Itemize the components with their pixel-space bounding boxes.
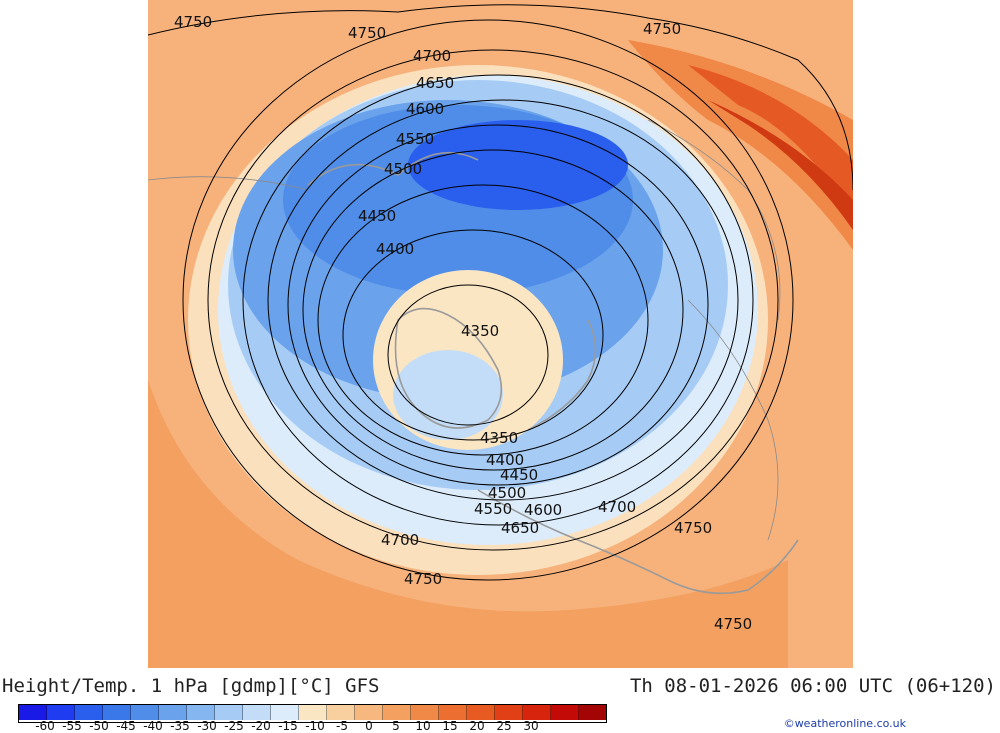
coastline-greenland — [394, 307, 503, 429]
coastline-asia — [307, 152, 479, 186]
legend-tick-label: 25 — [496, 719, 512, 733]
legend-swatch — [271, 705, 299, 720]
warm-band-south — [148, 380, 788, 668]
contour-4550 — [287, 124, 709, 486]
legend-swatch — [467, 705, 495, 720]
contour-label: 4400 — [376, 240, 414, 258]
legend-tick-label: -20 — [251, 719, 271, 733]
legend-tick-label: -35 — [170, 719, 190, 733]
legend-tick-label: -40 — [143, 719, 163, 733]
legend-tick-label: -5 — [336, 719, 348, 733]
legend-tick-label: -25 — [224, 719, 244, 733]
legend-swatch — [131, 705, 159, 720]
contour-4750-north — [148, 4, 853, 191]
legend-tick-label: -15 — [278, 719, 298, 733]
contour-label: 4600 — [524, 501, 562, 519]
contour-label: 4750 — [348, 24, 386, 42]
legend-swatch — [75, 705, 103, 720]
contour-4500 — [302, 149, 684, 471]
contour-4400 — [342, 229, 604, 441]
contour-label: 4750 — [643, 20, 681, 38]
contour-label: 4750 — [674, 519, 712, 537]
contour-label: 4550 — [396, 130, 434, 148]
contour-label: 4500 — [384, 160, 422, 178]
contour-label: 4400 — [486, 451, 524, 469]
site-credit: ©weatheronline.co.uk — [783, 717, 906, 730]
legend-tick-label: -55 — [62, 719, 82, 733]
contour-labels: 4750 4750 4750 4700 4650 4600 4550 4500 … — [174, 13, 752, 633]
contour-label: 4500 — [488, 484, 526, 502]
legend-swatch — [411, 705, 439, 720]
legend-swatch — [495, 705, 523, 720]
cold-core — [408, 120, 628, 210]
contour-label: 4450 — [500, 466, 538, 484]
legend-swatch — [215, 705, 243, 720]
legend-swatch — [383, 705, 411, 720]
legend-swatch — [19, 705, 47, 720]
legend-tick-label: -50 — [89, 719, 109, 733]
contour-4750 — [182, 19, 794, 581]
hot-band-east — [688, 65, 853, 215]
legend-swatch — [187, 705, 215, 720]
legend-swatch — [47, 705, 75, 720]
legend-tick-label: 30 — [523, 719, 539, 733]
legend-tick-label: 0 — [365, 719, 373, 733]
contour-label: 4700 — [598, 498, 636, 516]
legend-swatch — [551, 705, 579, 720]
border-line-3 — [148, 176, 309, 191]
caption-bar: Height/Temp. 1 hPa [gdmp][°C] GFS Th 08-… — [0, 675, 1000, 703]
map-svg: 4750 4750 4750 4700 4650 4600 4550 4500 … — [148, 0, 853, 668]
contour-label: 4700 — [381, 531, 419, 549]
contour-label: 4650 — [416, 74, 454, 92]
coastline-arctic — [527, 319, 597, 431]
contour-4350 — [387, 284, 549, 426]
legend-swatch — [355, 705, 383, 720]
legend-swatch — [159, 705, 187, 720]
contour-4600 — [267, 99, 739, 501]
contour-4450 — [317, 184, 649, 456]
legend-swatch — [103, 705, 131, 720]
contour-label: 4600 — [406, 100, 444, 118]
legend-tick-label: -45 — [116, 719, 136, 733]
legend-swatch — [579, 705, 606, 720]
legend-swatch — [439, 705, 467, 720]
coastline-europe — [477, 489, 799, 595]
height-contours — [148, 4, 853, 581]
legend-tick-label: -30 — [197, 719, 217, 733]
legend-tick-label: 10 — [415, 719, 431, 733]
legend-swatch — [243, 705, 271, 720]
contour-label: 4350 — [461, 322, 499, 340]
contour-label: 4750 — [174, 13, 212, 31]
contour-label: 4750 — [404, 570, 442, 588]
warm-band-east — [628, 40, 853, 250]
valid-time: Th 08-01-2026 06:00 UTC (06+120) — [629, 675, 996, 697]
contour-label: 4450 — [358, 207, 396, 225]
contour-4700 — [207, 49, 779, 551]
legend-ticks: -60 -55 -50 -45 -40 -35 -30 -25 -20 -15 -10 -5 0 5 10 1… — [18, 719, 578, 733]
contour-4650 — [242, 74, 754, 526]
legend-tick-label: -60 — [35, 719, 55, 733]
contour-label: 4700 — [413, 47, 451, 65]
legend-swatch — [523, 705, 551, 720]
contour-label: 4550 — [474, 500, 512, 518]
pole-cool-spot — [393, 350, 503, 440]
contour-label: 4350 — [480, 429, 518, 447]
border-line-2 — [687, 299, 779, 541]
legend-tick-label: 15 — [442, 719, 458, 733]
legend-tick-label: 5 — [392, 719, 400, 733]
contour-label: 4650 — [501, 519, 539, 537]
map-title: Height/Temp. 1 hPa [gdmp][°C] GFS — [2, 675, 380, 697]
color-legend — [18, 704, 607, 723]
contour-label: 4750 — [714, 615, 752, 633]
weather-map: 4750 4750 4750 4700 4650 4600 4550 4500 … — [148, 0, 853, 668]
legend-tick-label: -10 — [305, 719, 325, 733]
border-line-1 — [647, 119, 781, 321]
legend-tick-label: 20 — [469, 719, 485, 733]
legend-swatch — [327, 705, 355, 720]
legend-swatch — [299, 705, 327, 720]
